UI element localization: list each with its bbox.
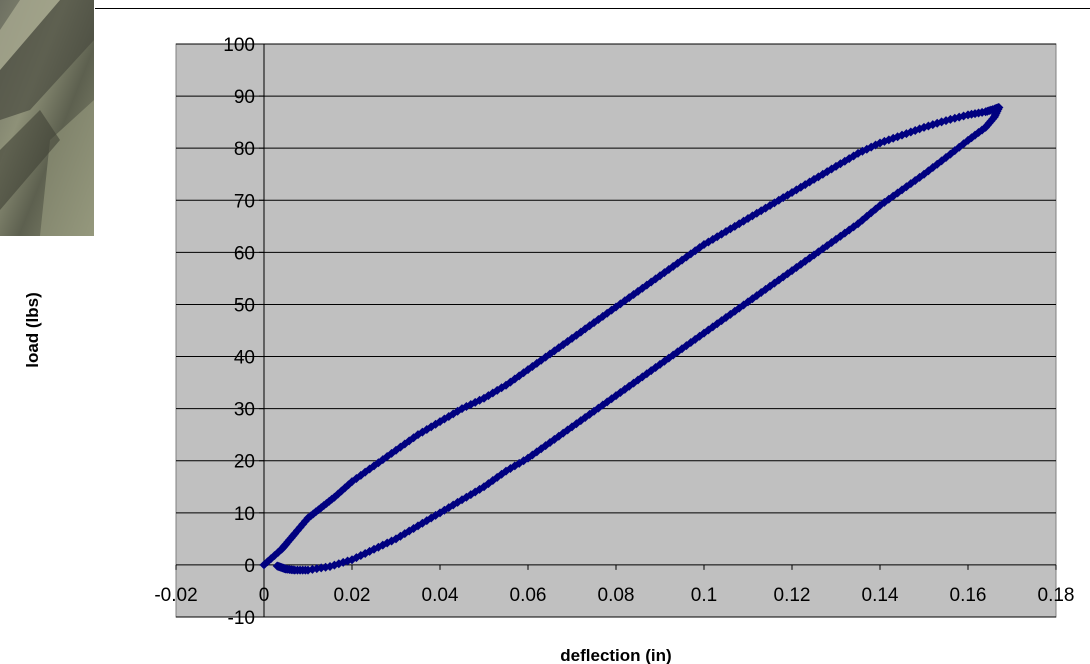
- data-points: [259, 103, 1004, 575]
- x-tick-labels: -0.02 0 0.02 0.04 0.06 0.08 0.1 0.12 0.14 0.16 0.1…: [154, 564, 1075, 606]
- y-tick-label: 100: [223, 35, 255, 56]
- y-axis-title: load (lbs): [23, 292, 42, 368]
- x-tick-label: 0.12: [774, 585, 811, 606]
- data-point: [505, 377, 515, 387]
- x-tick-label: 0: [259, 585, 270, 606]
- x-axis-title: deflection (in): [560, 646, 671, 664]
- x-tick-label: 0.06: [510, 585, 547, 606]
- plot-area: [175, 43, 1057, 618]
- y-tick-labels: -10 0 10 20 30 40 50 60 70 80 90 100: [223, 35, 264, 629]
- data-point: [272, 561, 282, 571]
- x-tick-label: 0.18: [1038, 585, 1075, 606]
- y-tick-label: 60: [234, 243, 255, 264]
- y-tick-label: 80: [234, 139, 255, 160]
- y-tick-label: 90: [234, 87, 255, 108]
- photo-thumbnail: [0, 0, 94, 236]
- y-tick-label: 50: [234, 295, 255, 316]
- grid-lines: [176, 43, 1056, 618]
- x-tick-label: 0.08: [598, 585, 635, 606]
- data-point: [906, 127, 916, 137]
- data-point: [981, 122, 991, 132]
- x-tick-label: 0.16: [950, 585, 987, 606]
- x-tick-label: 0.14: [862, 585, 899, 606]
- y-tick-label: -10: [228, 608, 255, 629]
- x-tick-label: 0.02: [334, 585, 371, 606]
- x-tick-label: 0.1: [691, 585, 717, 606]
- y-tick-label: 0: [244, 556, 255, 577]
- x-tick-label: 0.04: [422, 585, 459, 606]
- y-tick-label: 40: [234, 348, 255, 369]
- y-tick-label: 30: [234, 400, 255, 421]
- x-tick-label: -0.02: [154, 585, 197, 606]
- y-tick-label: 70: [234, 191, 255, 212]
- y-tick-label: 10: [234, 504, 255, 525]
- data-point: [915, 124, 925, 134]
- y-tick-label: 20: [234, 452, 255, 473]
